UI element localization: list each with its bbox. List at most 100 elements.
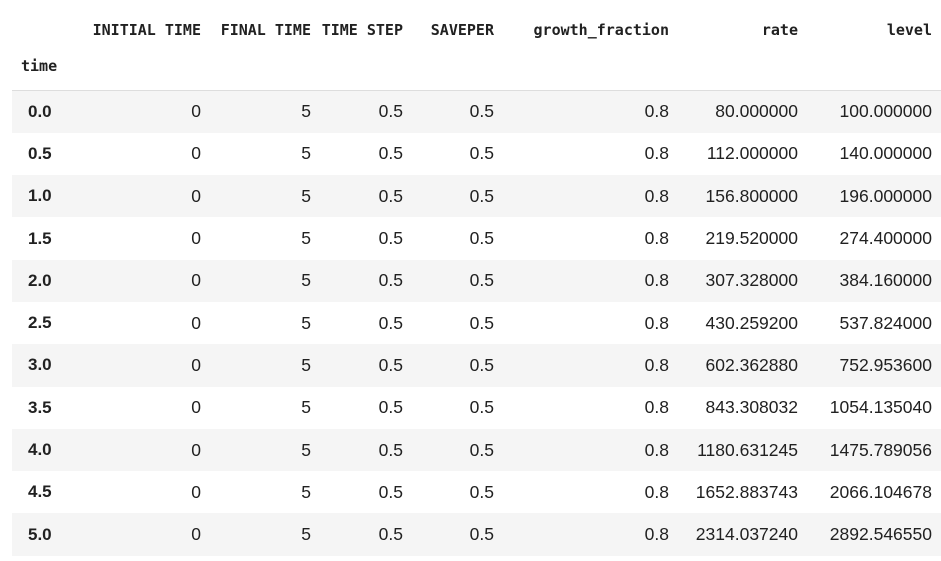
table-cell: 0.5 bbox=[469, 354, 494, 375]
table-cell: 0.5 bbox=[469, 228, 494, 249]
column-header: rate bbox=[761, 21, 798, 39]
table-cell: 2314.037240 bbox=[695, 524, 798, 545]
table-cell: 384.160000 bbox=[839, 270, 932, 291]
table-row: 1.0 0 5 0.5 0.5 0.8 156.800000 196.000000 bbox=[12, 175, 941, 218]
table-cell: 5 bbox=[301, 143, 311, 164]
table-cell: 0 bbox=[191, 354, 201, 375]
table-cell: 0.5 bbox=[378, 228, 403, 249]
index-name-label: time bbox=[12, 42, 78, 91]
table-cell: 1652.883743 bbox=[695, 481, 798, 502]
table-cell: 843.308032 bbox=[705, 397, 798, 418]
table-cell: 80.000000 bbox=[715, 101, 798, 122]
table-cell: 0.5 bbox=[469, 481, 494, 502]
table-cell: 0 bbox=[191, 397, 201, 418]
table-cell: 0.5 bbox=[378, 185, 403, 206]
table-cell: 5 bbox=[301, 481, 311, 502]
table-cell: 0.8 bbox=[644, 270, 669, 291]
index-header-row: time bbox=[12, 42, 941, 91]
row-index-label: 0.5 bbox=[28, 143, 52, 163]
table-cell: 0.8 bbox=[644, 228, 669, 249]
table-cell: 0 bbox=[191, 101, 201, 122]
table-cell: 0.8 bbox=[644, 185, 669, 206]
table-cell: 0 bbox=[191, 270, 201, 291]
table-cell: 0.8 bbox=[644, 143, 669, 164]
row-index-label: 4.0 bbox=[28, 440, 52, 460]
table-cell: 0.5 bbox=[469, 524, 494, 545]
table-cell: 0.5 bbox=[469, 185, 494, 206]
table-cell: 5 bbox=[301, 270, 311, 291]
table-cell: 0.5 bbox=[378, 270, 403, 291]
table-cell: 5 bbox=[301, 185, 311, 206]
table-cell: 0 bbox=[191, 524, 201, 545]
table-body: 0.0 0 5 0.5 0.5 0.8 80.000000 100.000000 0.5 0 5 0.… bbox=[12, 90, 941, 556]
column-header: TIME STEP bbox=[321, 21, 403, 39]
table-cell: 0.8 bbox=[644, 481, 669, 502]
row-index-label: 5.0 bbox=[28, 524, 52, 544]
table-header: INITIAL TIME FINAL TIME TIME STEP SAVEPE… bbox=[12, 0, 941, 91]
table-cell: 2892.546550 bbox=[829, 524, 932, 545]
table-cell: 140.000000 bbox=[839, 143, 932, 164]
table-cell: 112.000000 bbox=[706, 143, 798, 164]
column-header: level bbox=[886, 21, 932, 39]
row-index-label: 1.0 bbox=[28, 186, 52, 206]
table-cell: 0.5 bbox=[378, 143, 403, 164]
table-cell: 0.5 bbox=[378, 354, 403, 375]
table-cell: 0.5 bbox=[378, 481, 403, 502]
table-row: 0.0 0 5 0.5 0.5 0.8 80.000000 100.000000 bbox=[12, 90, 941, 133]
table-cell: 5 bbox=[301, 312, 311, 333]
table-cell: 0.5 bbox=[378, 524, 403, 545]
row-index-label: 4.5 bbox=[28, 482, 52, 502]
table-cell: 0.5 bbox=[378, 101, 403, 122]
dataframe-output: INITIAL TIME FINAL TIME TIME STEP SAVEPE… bbox=[12, 0, 941, 556]
table-cell: 274.400000 bbox=[839, 228, 932, 249]
table-cell: 0 bbox=[191, 439, 201, 460]
row-index-label: 3.0 bbox=[28, 355, 52, 375]
row-index-label: 2.5 bbox=[28, 313, 52, 333]
table-cell: 5 bbox=[301, 354, 311, 375]
table-cell: 1180.631245 bbox=[697, 439, 798, 460]
table-cell: 0.8 bbox=[644, 397, 669, 418]
table-cell: 5 bbox=[301, 101, 311, 122]
table-cell: 5 bbox=[301, 228, 311, 249]
table-cell: 156.800000 bbox=[705, 185, 798, 206]
table-cell: 0 bbox=[191, 481, 201, 502]
row-index-label: 3.5 bbox=[28, 397, 52, 417]
table-cell: 0.5 bbox=[469, 143, 494, 164]
row-index-label: 0.0 bbox=[28, 101, 52, 121]
table-row: 3.0 0 5 0.5 0.5 0.8 602.362880 752.953600 bbox=[12, 344, 941, 387]
table-cell: 0.5 bbox=[378, 312, 403, 333]
table-cell: 430.259200 bbox=[705, 312, 798, 333]
table-cell: 0.8 bbox=[644, 439, 669, 460]
table-cell: 307.328000 bbox=[705, 270, 798, 291]
header-corner bbox=[12, 0, 78, 42]
table-row: 5.0 0 5 0.5 0.5 0.8 2314.037240 2892.546550 bbox=[12, 513, 941, 556]
table-cell: 0.5 bbox=[378, 397, 403, 418]
table-row: 3.5 0 5 0.5 0.5 0.8 843.308032 1054.135040 bbox=[12, 386, 941, 429]
table-cell: 0.8 bbox=[644, 524, 669, 545]
table-cell: 0 bbox=[191, 143, 201, 164]
table-cell: 0.8 bbox=[644, 312, 669, 333]
column-header: FINAL TIME bbox=[220, 21, 311, 39]
table-cell: 2066.104678 bbox=[829, 481, 932, 502]
table-row: 4.5 0 5 0.5 0.5 0.8 1652.883743 2066.104678 bbox=[12, 471, 941, 514]
table-cell: 537.824000 bbox=[839, 312, 932, 333]
table-cell: 0.5 bbox=[378, 439, 403, 460]
table-cell: 0.8 bbox=[644, 354, 669, 375]
table-cell: 196.000000 bbox=[839, 185, 932, 206]
table-cell: 1054.135040 bbox=[829, 397, 932, 418]
table-cell: 219.520000 bbox=[705, 228, 798, 249]
table-cell: 100.000000 bbox=[839, 101, 932, 122]
table-row: 0.5 0 5 0.5 0.5 0.8 112.000000 140.000000 bbox=[12, 132, 941, 176]
table-cell: 0.5 bbox=[469, 270, 494, 291]
table-cell: 0 bbox=[191, 185, 201, 206]
table-cell: 0.8 bbox=[644, 101, 669, 122]
table-cell: 0 bbox=[191, 228, 201, 249]
row-index-label: 2.0 bbox=[28, 270, 52, 290]
table-cell: 5 bbox=[301, 524, 311, 545]
column-header: INITIAL TIME bbox=[92, 21, 201, 39]
table-cell: 5 bbox=[301, 397, 311, 418]
table-row: 4.0 0 5 0.5 0.5 0.8 1180.631245 1475.789056 bbox=[12, 428, 941, 472]
row-index-label: 1.5 bbox=[28, 228, 52, 248]
table-cell: 0.5 bbox=[469, 101, 494, 122]
column-header: SAVEPER bbox=[430, 21, 494, 39]
